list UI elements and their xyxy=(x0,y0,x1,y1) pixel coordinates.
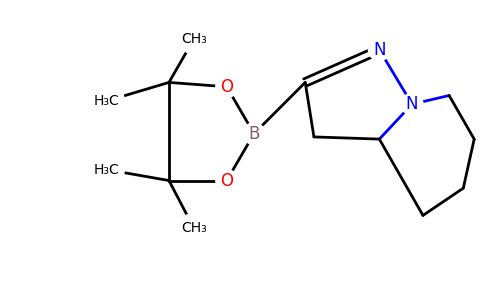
Circle shape xyxy=(401,93,423,115)
Circle shape xyxy=(90,152,124,187)
Circle shape xyxy=(216,169,238,191)
Text: B: B xyxy=(248,124,260,142)
Text: CH₃: CH₃ xyxy=(181,32,207,46)
Circle shape xyxy=(90,83,124,118)
Circle shape xyxy=(179,23,209,54)
Text: O: O xyxy=(220,172,233,190)
Text: N: N xyxy=(373,41,386,59)
Circle shape xyxy=(216,76,238,98)
Text: O: O xyxy=(220,78,233,96)
Circle shape xyxy=(368,39,390,61)
Text: CH₃: CH₃ xyxy=(181,221,207,236)
Text: H₃C: H₃C xyxy=(94,163,120,177)
Text: N: N xyxy=(406,95,418,113)
Circle shape xyxy=(179,213,209,244)
Circle shape xyxy=(243,123,265,145)
Text: H₃C: H₃C xyxy=(94,94,120,108)
